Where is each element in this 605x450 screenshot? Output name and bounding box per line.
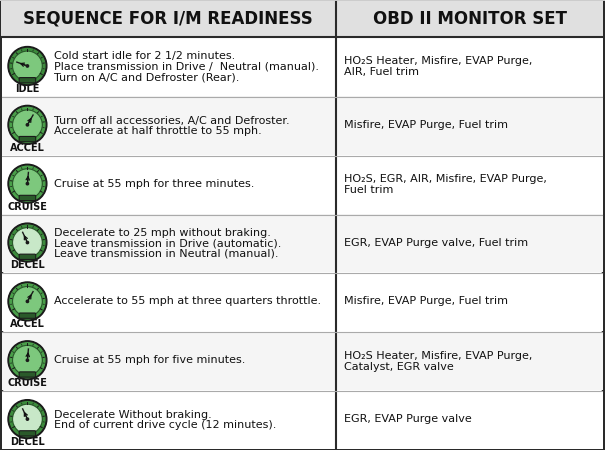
Text: SEQUENCE FOR I/M READINESS: SEQUENCE FOR I/M READINESS	[23, 9, 313, 27]
Circle shape	[26, 359, 28, 361]
Circle shape	[14, 170, 41, 197]
Circle shape	[8, 400, 47, 438]
Circle shape	[14, 52, 41, 80]
Text: IDLE: IDLE	[15, 84, 39, 94]
Text: EGR, EVAP Purge valve: EGR, EVAP Purge valve	[344, 414, 471, 424]
Circle shape	[8, 105, 47, 144]
Text: End of current drive cycle (12 minutes).: End of current drive cycle (12 minutes).	[54, 420, 276, 430]
Circle shape	[10, 284, 45, 319]
Text: Accelerate at half throttle to 55 mph.: Accelerate at half throttle to 55 mph.	[54, 126, 261, 136]
Circle shape	[13, 287, 42, 316]
Circle shape	[8, 223, 47, 262]
FancyBboxPatch shape	[2, 155, 335, 214]
Circle shape	[8, 341, 47, 380]
Text: ACCEL: ACCEL	[10, 143, 45, 153]
Text: HO₂S, EGR, AIR, Misfire, EVAP Purge,: HO₂S, EGR, AIR, Misfire, EVAP Purge,	[344, 174, 547, 184]
FancyBboxPatch shape	[19, 77, 36, 83]
Text: Cold start idle for 2 1/2 minutes.: Cold start idle for 2 1/2 minutes.	[54, 51, 235, 62]
Circle shape	[13, 405, 42, 434]
Text: Place transmission in Drive /  Neutral (manual).: Place transmission in Drive / Neutral (m…	[54, 62, 319, 72]
Circle shape	[13, 110, 42, 140]
Circle shape	[26, 183, 28, 185]
FancyBboxPatch shape	[2, 96, 335, 155]
FancyBboxPatch shape	[19, 136, 36, 142]
FancyBboxPatch shape	[19, 254, 36, 260]
Circle shape	[26, 124, 28, 126]
Circle shape	[26, 300, 28, 302]
Circle shape	[10, 108, 45, 142]
FancyBboxPatch shape	[2, 37, 335, 96]
Text: EGR, EVAP Purge valve, Fuel trim: EGR, EVAP Purge valve, Fuel trim	[344, 238, 528, 248]
Circle shape	[14, 229, 41, 256]
Circle shape	[14, 111, 41, 139]
Text: Accelerate to 55 mph at three quarters throttle.: Accelerate to 55 mph at three quarters t…	[54, 297, 321, 306]
Circle shape	[10, 401, 45, 436]
Circle shape	[26, 241, 28, 244]
FancyBboxPatch shape	[2, 273, 335, 331]
Circle shape	[13, 51, 42, 81]
Text: Fuel trim: Fuel trim	[344, 185, 393, 195]
Text: Turn off all accessories, A/C and Defroster.: Turn off all accessories, A/C and Defros…	[54, 116, 289, 126]
FancyBboxPatch shape	[337, 391, 603, 449]
Circle shape	[26, 418, 28, 420]
Circle shape	[10, 49, 45, 83]
Text: CRUISE: CRUISE	[7, 378, 47, 388]
FancyBboxPatch shape	[337, 37, 603, 96]
FancyBboxPatch shape	[337, 214, 603, 272]
Text: OBD II MONITOR SET: OBD II MONITOR SET	[373, 9, 567, 27]
Text: Decelerate to 25 mph without braking.: Decelerate to 25 mph without braking.	[54, 228, 270, 238]
Text: AIR, Fuel trim: AIR, Fuel trim	[344, 68, 419, 77]
Circle shape	[10, 166, 45, 201]
Text: Misfire, EVAP Purge, Fuel trim: Misfire, EVAP Purge, Fuel trim	[344, 297, 508, 306]
Text: Decelerate Without braking.: Decelerate Without braking.	[54, 410, 212, 420]
Text: Cruise at 55 mph for five minutes.: Cruise at 55 mph for five minutes.	[54, 355, 245, 365]
Circle shape	[13, 169, 42, 198]
Circle shape	[10, 225, 45, 260]
FancyBboxPatch shape	[2, 391, 335, 449]
FancyBboxPatch shape	[19, 372, 36, 377]
Circle shape	[26, 65, 28, 67]
Circle shape	[8, 46, 47, 86]
FancyBboxPatch shape	[1, 1, 336, 37]
Text: HO₂S Heater, Misfire, EVAP Purge,: HO₂S Heater, Misfire, EVAP Purge,	[344, 56, 532, 67]
Text: HO₂S Heater, Misfire, EVAP Purge,: HO₂S Heater, Misfire, EVAP Purge,	[344, 351, 532, 361]
Circle shape	[8, 164, 47, 203]
Circle shape	[14, 405, 41, 433]
Text: Turn on A/C and Defroster (Rear).: Turn on A/C and Defroster (Rear).	[54, 72, 239, 82]
FancyBboxPatch shape	[337, 96, 603, 155]
Circle shape	[10, 343, 45, 378]
Text: ACCEL: ACCEL	[10, 320, 45, 329]
FancyBboxPatch shape	[2, 214, 335, 272]
Text: Catalyst, EGR valve: Catalyst, EGR valve	[344, 362, 454, 372]
Circle shape	[13, 346, 42, 375]
FancyBboxPatch shape	[19, 431, 36, 436]
Text: DECEL: DECEL	[10, 261, 45, 270]
FancyBboxPatch shape	[19, 313, 36, 318]
FancyBboxPatch shape	[337, 273, 603, 331]
Circle shape	[14, 346, 41, 374]
FancyBboxPatch shape	[2, 332, 335, 390]
Text: Misfire, EVAP Purge, Fuel trim: Misfire, EVAP Purge, Fuel trim	[344, 120, 508, 130]
Text: DECEL: DECEL	[10, 437, 45, 447]
Circle shape	[13, 228, 42, 257]
Text: CRUISE: CRUISE	[7, 202, 47, 211]
Circle shape	[14, 288, 41, 315]
Text: Leave transmission in Neutral (manual).: Leave transmission in Neutral (manual).	[54, 249, 278, 259]
FancyBboxPatch shape	[19, 195, 36, 201]
Circle shape	[8, 282, 47, 321]
FancyBboxPatch shape	[337, 332, 603, 390]
Text: Cruise at 55 mph for three minutes.: Cruise at 55 mph for three minutes.	[54, 179, 254, 189]
FancyBboxPatch shape	[337, 155, 603, 214]
FancyBboxPatch shape	[336, 1, 603, 37]
Text: Leave transmission in Drive (automatic).: Leave transmission in Drive (automatic).	[54, 238, 281, 248]
